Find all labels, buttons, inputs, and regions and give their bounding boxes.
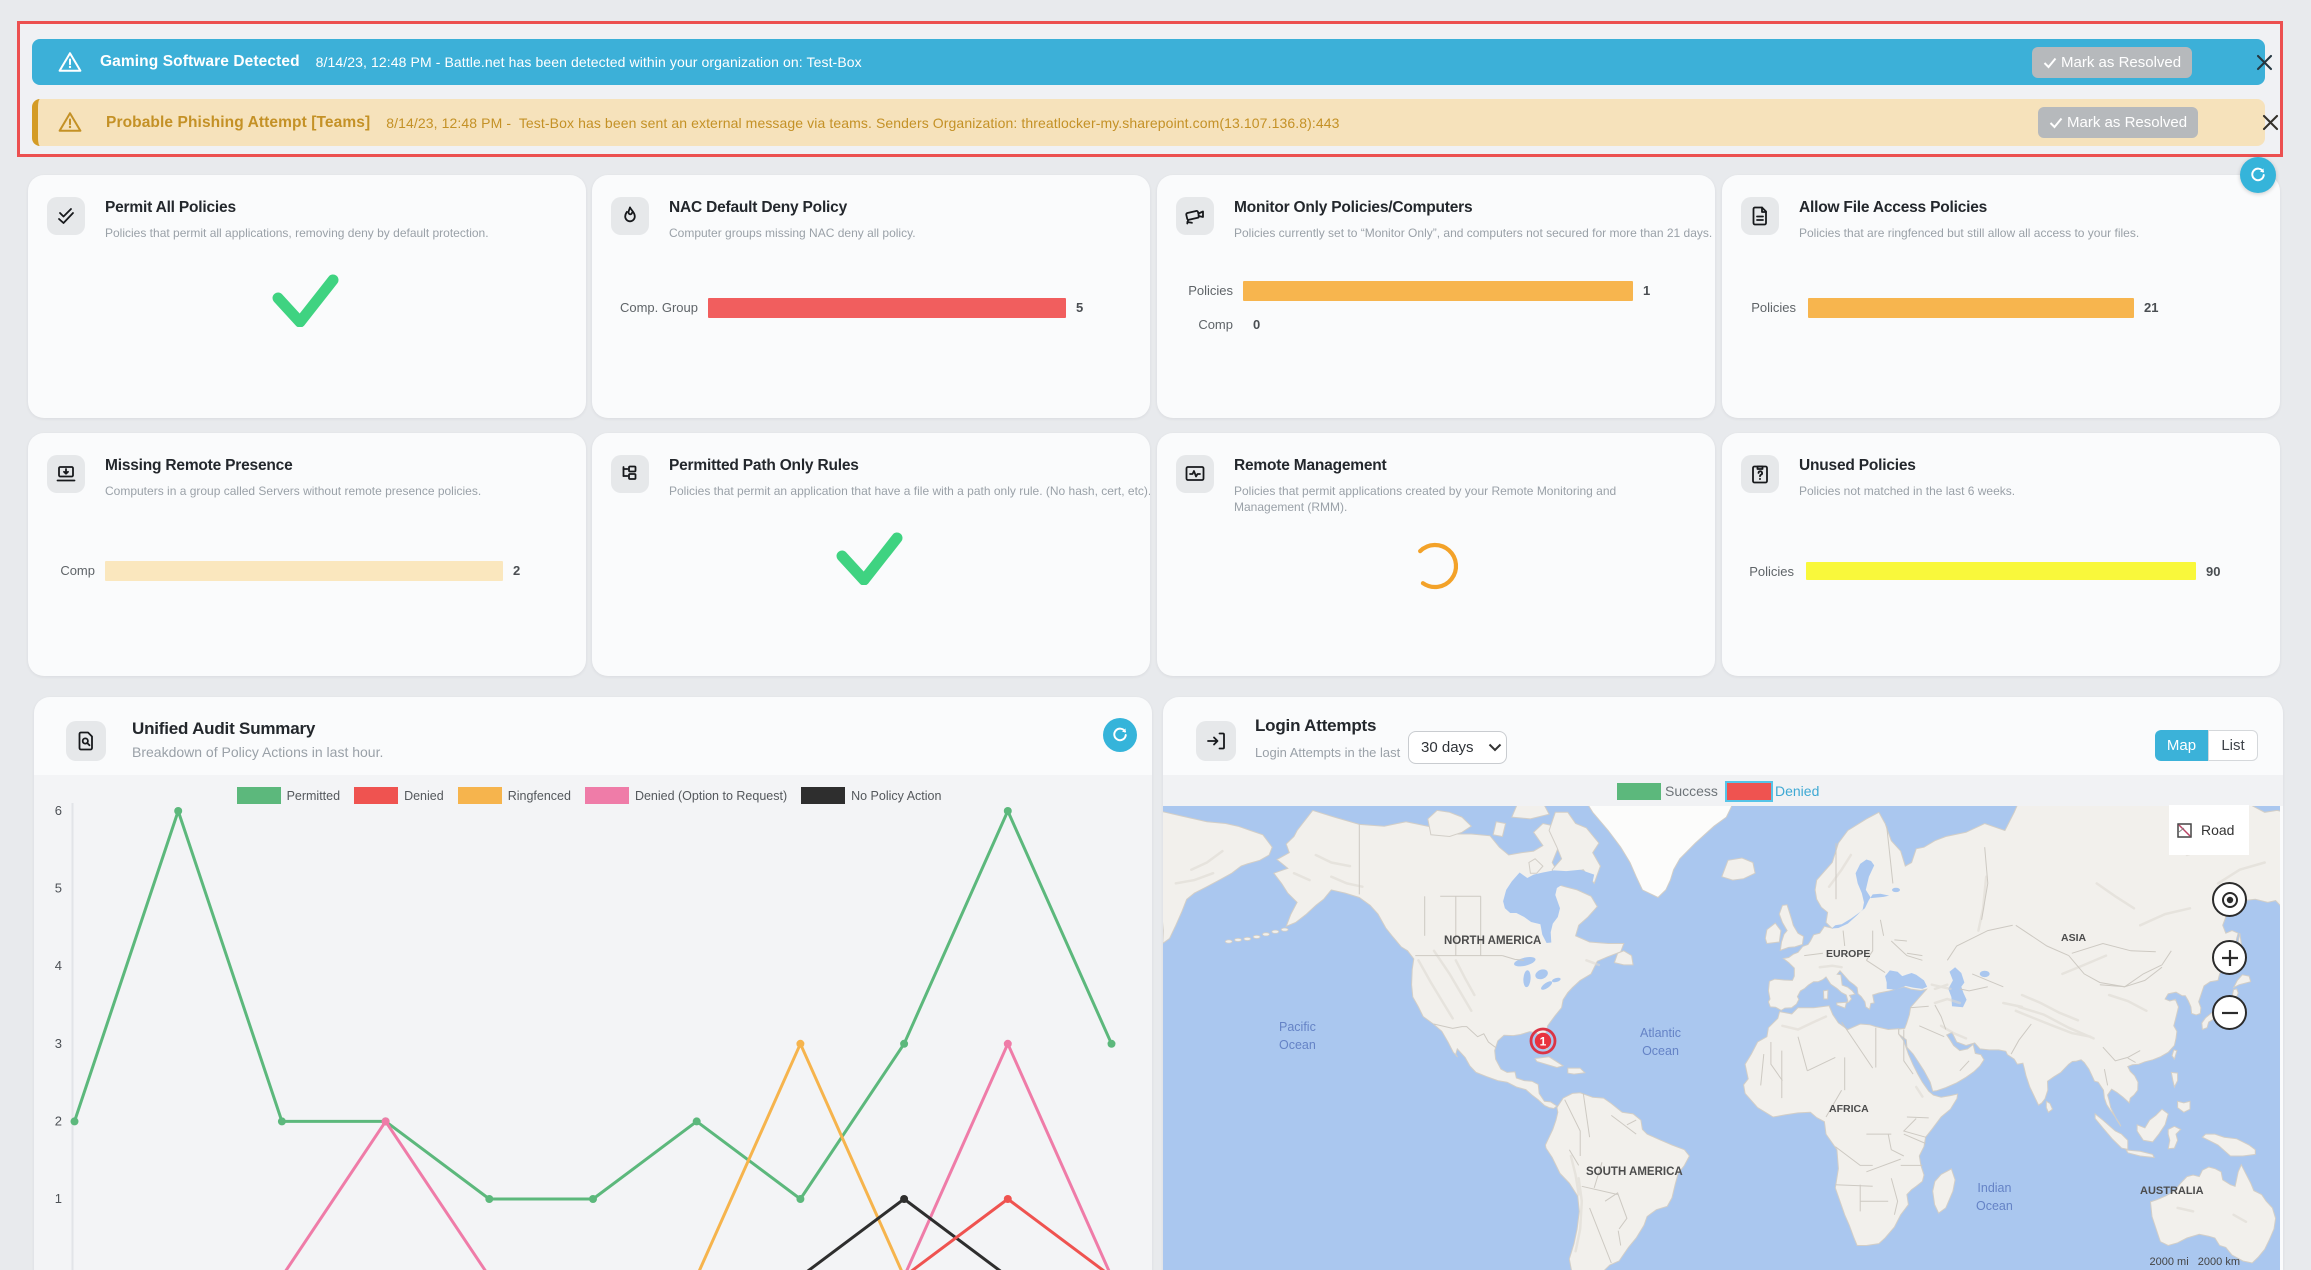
svg-text:2: 2 xyxy=(55,1113,62,1128)
svg-text:1: 1 xyxy=(55,1191,62,1206)
svg-text:4: 4 xyxy=(55,958,62,973)
svg-text:1: 1 xyxy=(1540,1035,1547,1049)
svg-text:3: 3 xyxy=(55,1036,62,1051)
svg-text:5: 5 xyxy=(55,881,62,896)
svg-text:6: 6 xyxy=(55,803,62,818)
